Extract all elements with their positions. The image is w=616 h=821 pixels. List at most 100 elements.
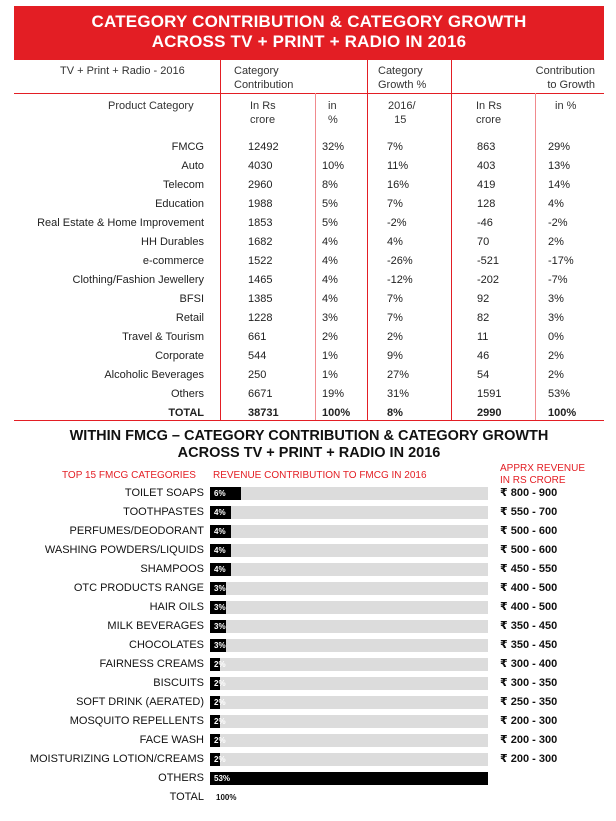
banner-title-line1: CATEGORY CONTRIBUTION & CATEGORY GROWTH <box>91 12 527 31</box>
bar-revenue-range: ₹ 450 - 550 <box>500 563 558 575</box>
bar <box>210 506 231 519</box>
bar <box>210 620 226 633</box>
bar-track <box>210 734 488 747</box>
header-gy-line1: 2016/ <box>388 100 416 112</box>
page-banner: CATEGORY CONTRIBUTION & CATEGORY GROWTH … <box>14 6 604 59</box>
bar-revenue-range: ₹ 300 - 350 <box>500 677 558 689</box>
bar-revenue-range: ₹ 350 - 450 <box>500 639 558 651</box>
banner-title-line2: ACROSS TV + PRINT + RADIO IN 2016 <box>151 32 467 51</box>
row-pct: 5% <box>322 217 338 229</box>
bar-category-label: FAIRNESS CREAMS <box>99 658 204 670</box>
bar-value-label: 2% <box>214 660 226 669</box>
row-pct: 10% <box>322 160 345 172</box>
bar-value-label: 53% <box>214 774 231 783</box>
header-ctg-line2: to Growth <box>547 79 595 91</box>
bar-value-label: 3% <box>214 603 226 612</box>
row-cg-pct: -17% <box>548 255 574 267</box>
row-cg-rs: -202 <box>477 274 500 286</box>
row-rs-crore: 2960 <box>248 179 273 191</box>
bar-revenue-range: ₹ 400 - 500 <box>500 601 558 613</box>
row-growth: 11% <box>387 160 409 172</box>
row-pct: 4% <box>322 236 338 248</box>
row-cg-rs: 70 <box>477 236 490 248</box>
row-cg-pct: 3% <box>548 312 564 324</box>
row-growth: 7% <box>387 198 403 210</box>
row-category: FMCG <box>171 141 204 153</box>
row-rs-crore: 6671 <box>248 388 273 400</box>
bar-value-label: 4% <box>214 565 226 574</box>
bar-revenue-range: ₹ 800 - 900 <box>500 487 558 499</box>
bar <box>210 563 231 576</box>
header-rs-crore-1: In Rs crore <box>250 99 310 127</box>
bar-value-label: 2% <box>214 698 226 707</box>
header-in-pct-1: in% <box>328 99 358 127</box>
bar-value-label: 6% <box>214 489 226 498</box>
bar-track <box>210 658 488 671</box>
header-gy-line2: 15 <box>388 114 407 126</box>
row-cg-pct: 53% <box>548 388 571 400</box>
bar-track <box>210 696 488 709</box>
row-cg-rs: -521 <box>477 255 500 267</box>
bar-category-label: PERFUMES/DEODORANT <box>69 525 204 537</box>
bar-category-label: MOISTURIZING LOTION/CREAMS <box>29 753 204 765</box>
bar-revenue-range: ₹ 550 - 700 <box>500 506 558 518</box>
row-cg-pct: 2% <box>548 369 564 381</box>
row-cg-pct: 100% <box>548 407 577 419</box>
bar-track <box>210 582 488 595</box>
bar-category-label: BISCUITS <box>153 677 204 689</box>
table-rule-1 <box>14 93 604 94</box>
header-category-contribution: Category Contribution <box>234 64 324 92</box>
row-growth: -26% <box>387 255 413 267</box>
bar-category-label: MILK BEVERAGES <box>107 620 204 632</box>
row-category: Travel & Tourism <box>122 331 204 343</box>
revenue-contribution-header: REVENUE CONTRIBUTION TO FMCG IN 2016 <box>213 470 427 481</box>
row-cg-rs: 11 <box>477 331 489 343</box>
bar <box>210 696 220 709</box>
bar <box>210 658 220 671</box>
fmcg-title-line1: WITHIN FMCG – CATEGORY CONTRIBUTION & CA… <box>69 428 549 444</box>
bar-track <box>210 677 488 690</box>
bar-revenue-range: ₹ 500 - 600 <box>500 525 558 537</box>
bar-category-label: OTHERS <box>158 772 204 784</box>
bar-track <box>210 506 488 519</box>
bar-value-label: 4% <box>214 527 226 536</box>
row-cg-pct: -2% <box>548 217 568 229</box>
header-rs2-line1: In Rs <box>476 100 502 112</box>
apprx-revenue-header: APPRX REVENUE IN RS CRORE <box>500 463 585 487</box>
table-rule-2 <box>14 420 604 421</box>
row-category: Corporate <box>155 350 204 362</box>
bar-track <box>210 753 488 766</box>
row-category: BFSI <box>179 293 204 305</box>
header-contribution-growth: Contribution to Growth <box>480 64 595 92</box>
bar <box>210 639 226 652</box>
bar-track <box>210 601 488 614</box>
row-growth: 2% <box>387 331 403 343</box>
top15-header: TOP 15 FMCG CATEGORIES <box>62 470 196 481</box>
bar-track <box>210 715 488 728</box>
row-pct: 4% <box>322 274 338 286</box>
bar-track <box>210 525 488 538</box>
bar-category-label: TOILET SOAPS <box>124 487 204 499</box>
bar <box>210 582 226 595</box>
bar-category-label: TOOTHPASTES <box>123 506 204 518</box>
row-cg-pct: 13% <box>548 160 571 172</box>
fmcg-chart-title: WITHIN FMCG – CATEGORY CONTRIBUTION & CA… <box>14 428 604 462</box>
row-rs-crore: 544 <box>248 350 267 362</box>
row-cg-rs: 403 <box>477 160 496 172</box>
row-cg-rs: 1591 <box>477 388 502 400</box>
bar-track <box>210 487 488 500</box>
row-rs-crore: 1522 <box>248 255 273 267</box>
apprx-revenue-line2: IN RS CRORE <box>500 475 566 486</box>
bar-category-label: CHOCOLATES <box>129 639 204 651</box>
bar <box>210 487 241 500</box>
bar-value-label: 2% <box>214 755 226 764</box>
header-in-pct-2: in % <box>555 100 577 112</box>
bar-revenue-range: ₹ 300 - 400 <box>500 658 558 670</box>
row-cg-pct: 3% <box>548 293 564 305</box>
bar-track <box>210 563 488 576</box>
row-pct: 4% <box>322 293 338 305</box>
header-rs2-line2: crore <box>476 114 502 126</box>
header-rs1-line1: In Rs <box>250 100 276 112</box>
bar-revenue-range: ₹ 200 - 300 <box>500 715 558 727</box>
bar-category-label: SHAMPOOS <box>140 563 204 575</box>
